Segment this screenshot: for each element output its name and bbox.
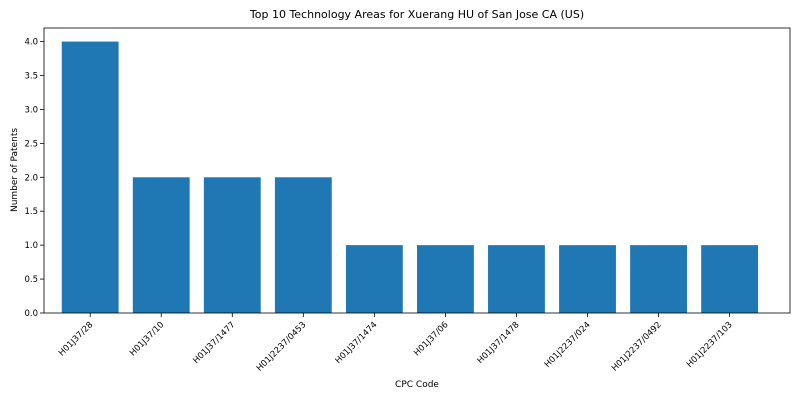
bar-H01J2237/0492 <box>630 245 687 313</box>
chart-title: Top 10 Technology Areas for Xuerang HU o… <box>249 8 584 21</box>
bar-H01J2237/103 <box>701 245 758 313</box>
bars-group <box>62 42 758 313</box>
x-tick-label: H01J37/06 <box>412 320 450 358</box>
y-axis-label: Number of Patents <box>10 128 20 212</box>
bar-H01J37/1474 <box>346 245 403 313</box>
bar-H01J2237/0453 <box>275 177 332 313</box>
bar-H01J37/1478 <box>488 245 545 313</box>
y-tick-label: 0.0 <box>24 309 38 319</box>
y-tick-label: 1.0 <box>24 241 38 251</box>
y-tick-label: 0.5 <box>24 275 38 285</box>
x-tick-label: H01J2237/0492 <box>610 320 664 374</box>
bar-H01J37/28 <box>62 42 119 313</box>
y-axis: 0.0 0.5 1.0 1.5 2.0 2.5 3.0 3.5 4.0 <box>24 38 44 319</box>
x-tick-label: H01J37/1478 <box>476 320 522 366</box>
x-tick-label: H01J2237/024 <box>543 320 593 370</box>
y-tick-label: 4.0 <box>24 38 38 48</box>
x-tick-label: H01J2237/0453 <box>255 320 309 374</box>
bar-H01J2237/024 <box>559 245 616 313</box>
y-tick-label: 3.5 <box>24 72 38 82</box>
y-tick-label: 3.0 <box>24 105 38 115</box>
bar-H01J37/10 <box>133 177 190 313</box>
bar-H01J37/06 <box>417 245 474 313</box>
x-tick-label: H01J2237/103 <box>685 320 735 370</box>
y-tick-label: 2.0 <box>24 173 38 183</box>
bar-H01J37/1477 <box>204 177 261 313</box>
x-tick-label: H01J37/10 <box>128 320 166 358</box>
x-tick-label: H01J37/1474 <box>334 320 380 366</box>
bar-chart: Top 10 Technology Areas for Xuerang HU o… <box>0 0 800 400</box>
x-tick-label: H01J37/1477 <box>191 320 237 366</box>
x-tick-label: H01J37/28 <box>57 320 95 358</box>
x-axis-label: CPC Code <box>395 380 439 390</box>
x-axis: H01J37/28 H01J37/10 H01J37/1477 H01J2237/04… <box>57 313 735 374</box>
y-tick-label: 1.5 <box>24 207 38 217</box>
y-tick-label: 2.5 <box>24 139 38 149</box>
